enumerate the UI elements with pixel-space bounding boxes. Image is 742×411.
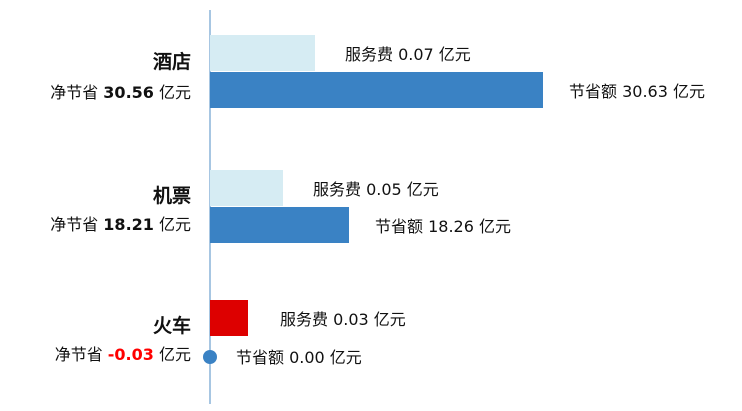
saving-data-label: 节省额 30.63 亿元 (569, 82, 705, 101)
saving-data-label: 节省额 0.00 亿元 (236, 348, 362, 367)
net-savings-label: 净节省 30.56 亿元 (50, 83, 191, 102)
net-savings-label: 净节省 18.21 亿元 (50, 215, 191, 234)
category-label: 酒店 (153, 50, 191, 73)
net-savings-label: 净节省 -0.03 亿元 (55, 345, 191, 364)
saving-data-label: 节省额 18.26 亿元 (375, 217, 511, 236)
fee-bar (210, 300, 248, 336)
category-label: 火车 (153, 314, 191, 337)
fee-bar (210, 170, 283, 206)
saving-bar (210, 207, 349, 243)
category-label: 机票 (153, 185, 191, 207)
saving-point (203, 350, 217, 364)
fee-data-label: 服务费 0.03 亿元 (280, 310, 406, 329)
fee-bar (210, 35, 315, 71)
fee-data-label: 服务费 0.07 亿元 (345, 45, 471, 64)
saving-bar (210, 72, 543, 108)
fee-data-label: 服务费 0.05 亿元 (313, 180, 439, 199)
